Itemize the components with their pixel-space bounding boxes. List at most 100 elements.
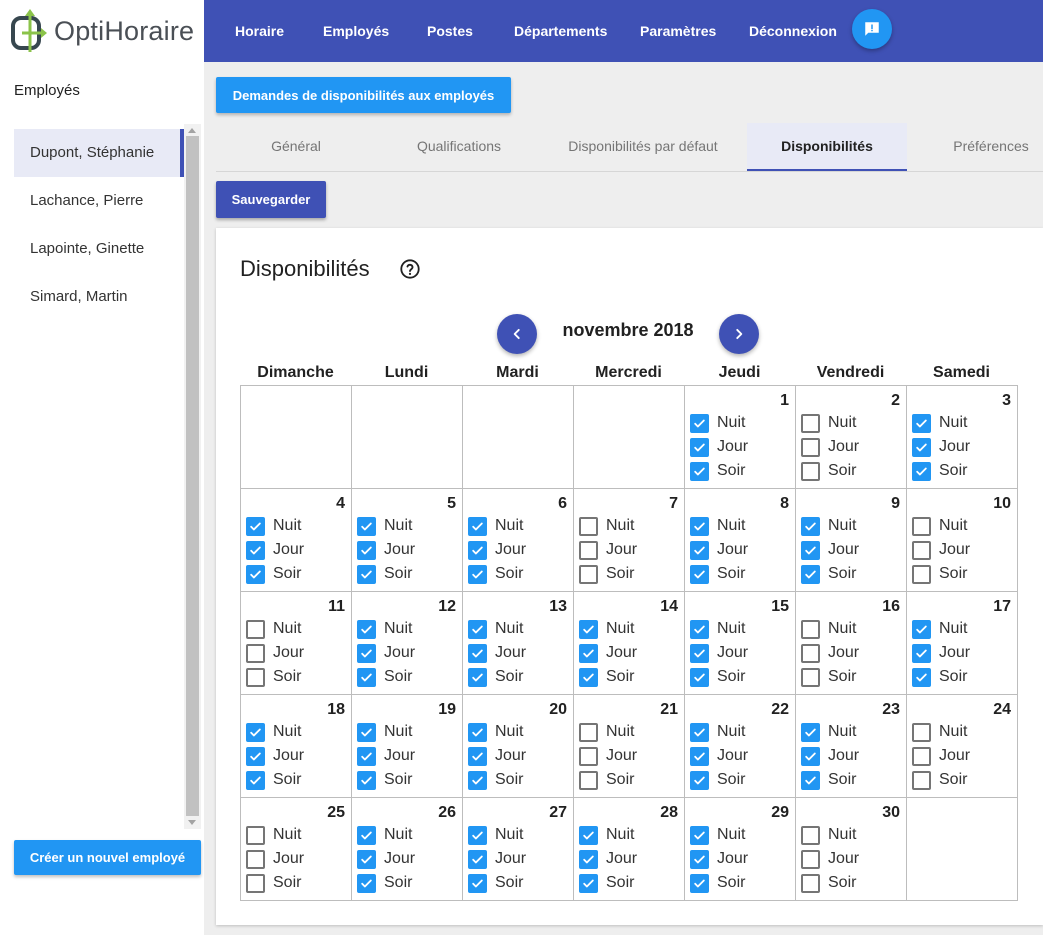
checkbox-icon[interactable] [246, 619, 265, 639]
shift-day-checkbox[interactable]: Jour [690, 745, 748, 767]
checkbox-icon[interactable] [246, 825, 265, 845]
checkbox-icon[interactable] [912, 437, 931, 457]
checkbox-icon[interactable] [468, 770, 487, 790]
checkbox-icon[interactable] [690, 873, 709, 893]
checkbox-icon[interactable] [468, 667, 487, 687]
checkbox-icon[interactable] [690, 849, 709, 869]
shift-evening-checkbox[interactable]: Soir [579, 563, 634, 585]
request-availability-button[interactable]: Demandes de disponibilités aux employés [216, 77, 511, 113]
checkbox-icon[interactable] [690, 413, 709, 433]
checkbox-icon[interactable] [357, 849, 376, 869]
checkbox-icon[interactable] [579, 849, 598, 869]
tab-general[interactable]: Général [271, 138, 321, 154]
shift-day-checkbox[interactable]: Jour [801, 848, 859, 870]
checkbox-icon[interactable] [912, 540, 931, 560]
shift-night-checkbox[interactable]: Nuit [246, 721, 301, 743]
shift-night-checkbox[interactable]: Nuit [579, 721, 634, 743]
shift-evening-checkbox[interactable]: Soir [357, 872, 412, 894]
shift-day-checkbox[interactable]: Jour [468, 642, 526, 664]
shift-night-checkbox[interactable]: Nuit [801, 515, 856, 537]
shift-evening-checkbox[interactable]: Soir [468, 666, 523, 688]
shift-night-checkbox[interactable]: Nuit [801, 618, 856, 640]
checkbox-icon[interactable] [246, 564, 265, 584]
checkbox-icon[interactable] [801, 461, 820, 481]
shift-night-checkbox[interactable]: Nuit [246, 618, 301, 640]
shift-night-checkbox[interactable]: Nuit [357, 515, 412, 537]
checkbox-icon[interactable] [912, 461, 931, 481]
checkbox-icon[interactable] [357, 564, 376, 584]
tab-availability[interactable]: Disponibilités [747, 123, 907, 171]
shift-day-checkbox[interactable]: Jour [468, 539, 526, 561]
checkbox-icon[interactable] [801, 516, 820, 536]
shift-evening-checkbox[interactable]: Soir [246, 769, 301, 791]
checkbox-icon[interactable] [357, 540, 376, 560]
shift-night-checkbox[interactable]: Nuit [912, 515, 967, 537]
checkbox-icon[interactable] [690, 643, 709, 663]
tab-default-availability[interactable]: Disponibilités par défaut [568, 138, 718, 154]
checkbox-icon[interactable] [468, 825, 487, 845]
shift-night-checkbox[interactable]: Nuit [579, 618, 634, 640]
nav-employes[interactable]: Employés [323, 23, 390, 39]
logo[interactable]: OptiHoraire [0, 0, 204, 62]
checkbox-icon[interactable] [246, 643, 265, 663]
nav-postes[interactable]: Postes [427, 23, 473, 39]
shift-night-checkbox[interactable]: Nuit [912, 721, 967, 743]
checkbox-icon[interactable] [246, 722, 265, 742]
shift-day-checkbox[interactable]: Jour [912, 436, 970, 458]
checkbox-icon[interactable] [468, 516, 487, 536]
checkbox-icon[interactable] [357, 516, 376, 536]
shift-day-checkbox[interactable]: Jour [468, 848, 526, 870]
shift-day-checkbox[interactable]: Jour [579, 642, 637, 664]
shift-day-checkbox[interactable]: Jour [801, 539, 859, 561]
checkbox-icon[interactable] [801, 873, 820, 893]
checkbox-icon[interactable] [912, 667, 931, 687]
checkbox-icon[interactable] [579, 770, 598, 790]
employee-list-item[interactable]: Lachance, Pierre [30, 192, 144, 209]
checkbox-icon[interactable] [357, 746, 376, 766]
checkbox-icon[interactable] [801, 770, 820, 790]
shift-night-checkbox[interactable]: Nuit [801, 721, 856, 743]
checkbox-icon[interactable] [357, 873, 376, 893]
shift-day-checkbox[interactable]: Jour [246, 745, 304, 767]
shift-evening-checkbox[interactable]: Soir [246, 666, 301, 688]
employee-list-item[interactable]: Lapointe, Ginette [30, 240, 145, 257]
shift-evening-checkbox[interactable]: Soir [801, 666, 856, 688]
checkbox-icon[interactable] [246, 873, 265, 893]
nav-deconnexion[interactable]: Déconnexion [749, 23, 837, 39]
checkbox-icon[interactable] [801, 667, 820, 687]
shift-evening-checkbox[interactable]: Soir [912, 769, 967, 791]
checkbox-icon[interactable] [801, 849, 820, 869]
save-button[interactable]: Sauvegarder [216, 181, 326, 218]
checkbox-icon[interactable] [468, 619, 487, 639]
scrollbar-thumb[interactable] [186, 136, 199, 816]
shift-evening-checkbox[interactable]: Soir [468, 769, 523, 791]
shift-day-checkbox[interactable]: Jour [246, 642, 304, 664]
shift-day-checkbox[interactable]: Jour [801, 642, 859, 664]
checkbox-icon[interactable] [801, 564, 820, 584]
checkbox-icon[interactable] [357, 619, 376, 639]
tab-qualifications[interactable]: Qualifications [416, 138, 502, 154]
checkbox-icon[interactable] [357, 722, 376, 742]
checkbox-icon[interactable] [690, 564, 709, 584]
checkbox-icon[interactable] [801, 619, 820, 639]
checkbox-icon[interactable] [579, 643, 598, 663]
shift-night-checkbox[interactable]: Nuit [912, 412, 967, 434]
shift-day-checkbox[interactable]: Jour [690, 642, 748, 664]
checkbox-icon[interactable] [246, 746, 265, 766]
shift-day-checkbox[interactable]: Jour [468, 745, 526, 767]
checkbox-icon[interactable] [912, 413, 931, 433]
shift-evening-checkbox[interactable]: Soir [468, 563, 523, 585]
checkbox-icon[interactable] [468, 849, 487, 869]
shift-evening-checkbox[interactable]: Soir [690, 769, 745, 791]
checkbox-icon[interactable] [801, 825, 820, 845]
checkbox-icon[interactable] [912, 770, 931, 790]
checkbox-icon[interactable] [246, 849, 265, 869]
shift-night-checkbox[interactable]: Nuit [912, 618, 967, 640]
checkbox-icon[interactable] [246, 516, 265, 536]
shift-night-checkbox[interactable]: Nuit [801, 412, 856, 434]
shift-evening-checkbox[interactable]: Soir [246, 563, 301, 585]
shift-night-checkbox[interactable]: Nuit [579, 824, 634, 846]
checkbox-icon[interactable] [801, 413, 820, 433]
scroll-up-icon[interactable] [188, 128, 196, 133]
shift-night-checkbox[interactable]: Nuit [690, 824, 745, 846]
